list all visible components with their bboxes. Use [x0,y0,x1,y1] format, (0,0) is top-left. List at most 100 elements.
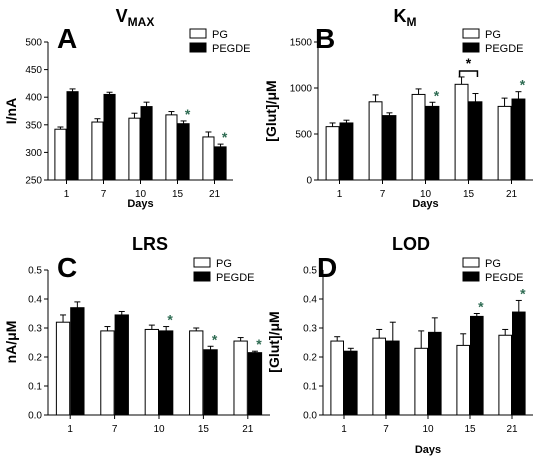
chart-title: KM [394,6,417,29]
y-tick-label: 350 [25,120,42,131]
bar-pg [368,101,383,181]
y-tick-label: 0.2 [303,353,317,364]
x-tick-label: 21 [506,424,518,435]
legend-label-pg: PG [485,29,501,41]
x-axis-label: Days [127,198,153,210]
bar-pegde [512,311,526,416]
bar-pg [325,126,340,181]
y-tick-label: 400 [25,93,42,104]
x-tick-label: 10 [153,424,165,435]
x-tick-label: 1 [64,189,70,200]
significance-star: * [478,299,484,315]
significance-star: * [466,55,472,71]
panel-d: D LOD 0.0 0.1 0.2 0.3 0.4 0.5 [Glut]/μM 1 7 10 15 21 *… [266,234,533,456]
bar-pg [144,328,159,416]
legend-label-pg: PG [485,258,501,270]
y-axis-label: [Glut]/μM [266,311,282,372]
y-axis-label: nA/μM [3,321,19,364]
significance-star: * [185,106,191,122]
y-tick-label: 0.1 [303,382,317,393]
panel-a: A VMAX 250 300 350 400 450 500 I/nA 1 7 10 15 21 * * Day… [3,6,251,210]
bar-pegde [386,340,400,416]
panel-letter: A [57,23,77,54]
bar-pg [497,105,512,181]
legend-swatch-pegde [462,42,480,53]
bar-pegde [203,349,218,416]
legend-swatch-pg [189,28,207,39]
bar-pegde [511,98,526,181]
y-tick-label: 1500 [290,38,313,49]
x-tick-label: 1 [341,424,347,435]
bar-pg [456,344,470,416]
legend: PG PEGDE [189,28,251,55]
chart-title: VMAX [116,6,155,29]
x-tick-label: 15 [464,424,476,435]
legend: PG PEGDE [462,28,524,55]
bar-pegde [470,315,484,416]
legend-label-pegde: PEGDE [485,43,524,55]
significance-star: * [434,87,440,103]
y-tick-label: 0.3 [303,324,317,335]
bar-pegde [214,146,227,181]
bar-pg [165,114,178,181]
bar-pg [54,128,67,181]
x-axis-label: Days [415,444,441,456]
bar-pegde [103,93,116,181]
significance-bracket [458,70,479,77]
y-axis-label: [Glut]/μM [263,80,279,141]
legend-swatch-pg [462,28,480,39]
panel-letter: C [57,252,77,283]
bar-pg [128,117,141,181]
y-tick-label: 300 [25,148,42,159]
legend-swatch-pegde [462,271,480,282]
legend-label-pg: PG [212,29,228,41]
bar-pg [330,340,344,416]
x-tick-label: 1 [67,424,73,435]
y-tick-label: 0.4 [28,295,42,306]
y-tick-label: 0.0 [28,411,42,422]
y-tick-label: 0.5 [303,266,317,277]
y-tick-label: 250 [25,176,42,187]
y-tick-label: 500 [295,130,312,141]
significance-star: * [520,285,526,301]
bar-pegde [159,330,174,416]
bar-pegde [468,101,483,181]
bar-pegde [140,106,153,181]
x-tick-label: 10 [420,189,432,200]
x-tick-label: 15 [463,189,475,200]
bar-pegde [382,115,397,181]
y-tick-label: 1000 [290,84,313,95]
panel-letter: D [317,252,337,283]
bar-pg [414,347,428,416]
legend-swatch-pegde [193,271,211,282]
x-tick-label: 7 [101,189,107,200]
bar-pg [454,83,469,181]
bar-pegde [177,123,190,181]
bar-pg [100,330,115,416]
legend-swatch-pegde [189,42,207,53]
bar-pegde [247,352,263,416]
y-tick-label: 450 [25,65,42,76]
x-axis-label: Days [412,198,438,210]
significance-star: * [256,336,262,352]
bar-pg [233,340,248,416]
x-tick-label: 10 [422,424,434,435]
bar-pegde [70,307,85,416]
significance-star: * [212,331,218,347]
legend-label-pegde: PEGDE [212,43,251,55]
y-tick-label: 0.3 [28,324,42,335]
bar-pegde [344,350,358,416]
bar-pg [91,121,104,181]
y-tick-label: 0.2 [28,353,42,364]
legend-label-pg: PG [216,258,232,270]
y-tick-label: 0.4 [303,295,317,306]
x-tick-label: 1 [337,189,343,200]
panel-letter: B [315,23,335,54]
bar-pegde [66,91,79,181]
bar-pegde [339,122,354,181]
x-tick-label: 15 [198,424,210,435]
bar-pg [55,321,71,416]
x-tick-label: 7 [380,189,386,200]
legend: PG PEGDE [193,257,255,284]
